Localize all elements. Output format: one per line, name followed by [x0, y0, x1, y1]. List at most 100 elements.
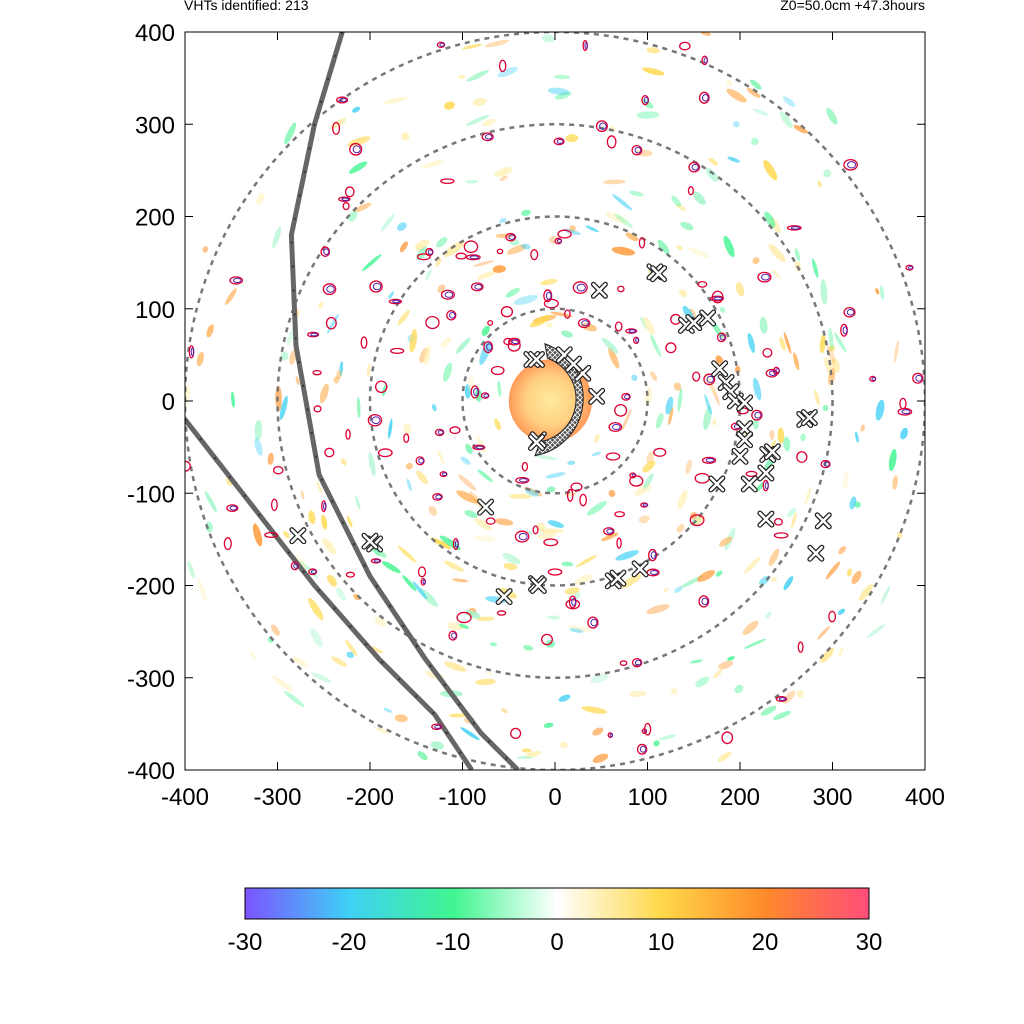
vht-contour: [775, 696, 788, 702]
y-tick-label: 400: [135, 20, 175, 47]
field-blob: [541, 34, 555, 43]
field-blob: [331, 656, 348, 667]
vht-contour: [377, 448, 393, 458]
vht-contour-inner: [323, 248, 330, 255]
vht-contour-inner: [764, 481, 769, 490]
field-blob: [465, 179, 479, 184]
field-blob: [826, 107, 838, 125]
colorbar-tick-labels: -30 -20 -10 0 10 20 30: [228, 929, 883, 956]
field-blob: [437, 450, 445, 465]
vht-contour-inner: [823, 461, 830, 467]
field-blob: [336, 587, 346, 601]
y-tick-label: 300: [135, 112, 175, 139]
vht-marker: [740, 475, 758, 493]
field-blob: [689, 659, 703, 664]
field-blob: [794, 248, 801, 262]
field-blob: [574, 591, 581, 600]
field-blob: [838, 546, 847, 555]
field-blob: [833, 332, 847, 353]
vht-count-label: VHTs identified: 213: [184, 0, 309, 13]
field-blob: [615, 550, 639, 561]
field-blob: [485, 669, 493, 675]
range-ring: [276, 123, 834, 679]
field-blob: [272, 675, 294, 692]
vht-contour-inner: [643, 96, 649, 104]
field-blob: [688, 247, 710, 259]
vht-marker: [800, 409, 818, 427]
field-blob: [800, 433, 806, 442]
field-blob: [676, 524, 685, 533]
vht-marker-fill: [589, 389, 604, 404]
field-blob: [394, 714, 408, 723]
field-blob: [267, 452, 274, 465]
vht-contour: [432, 493, 443, 501]
vht-contour: [338, 196, 351, 202]
field-blob: [635, 149, 653, 157]
vht-marker: [717, 374, 735, 392]
field-blob: [476, 616, 495, 621]
vht-contour-inner: [635, 337, 640, 343]
vht-contour-inner: [624, 394, 630, 400]
field-blob: [521, 243, 531, 250]
vht-contour: [631, 657, 643, 668]
vht-contour-inner: [435, 494, 442, 500]
field-blob: [533, 454, 558, 460]
vht-contour: [638, 237, 646, 249]
field-blob: [374, 617, 387, 627]
vht-contour-inner: [691, 163, 699, 171]
vht-contour: [345, 429, 351, 440]
field-blob: [503, 562, 518, 571]
field-blob: [435, 258, 442, 267]
vht-contour: [532, 525, 539, 535]
field-blob: [759, 575, 770, 586]
vht-contour-inner: [483, 393, 489, 398]
field-blob: [462, 43, 483, 50]
field-blob: [272, 226, 282, 249]
field-blob: [348, 161, 368, 174]
field-blob: [725, 80, 733, 87]
field-blob: [416, 246, 428, 261]
field-blob: [444, 661, 467, 672]
field-blob: [611, 246, 636, 256]
vht-marker-fill: [808, 545, 824, 561]
vht-marker-fill: [700, 310, 715, 326]
field-blob: [547, 87, 570, 95]
field-blob: [826, 345, 836, 364]
vht-contour: [619, 660, 628, 667]
field-blob: [505, 288, 520, 298]
vht-contour: [679, 41, 691, 51]
field-blob: [405, 462, 413, 470]
field-blob: [717, 751, 732, 762]
field-blob: [479, 341, 492, 365]
field-blob: [779, 336, 786, 351]
vht-marker: [609, 569, 627, 587]
vht-contour: [694, 472, 710, 484]
vht-contour: [344, 186, 355, 198]
vht-contour: [360, 336, 368, 349]
field-blob: [703, 405, 712, 431]
vht-contour: [773, 532, 789, 539]
field-blob: [481, 325, 490, 337]
field-blob: [300, 490, 305, 500]
field-blob: [225, 288, 237, 305]
field-blob: [250, 651, 258, 661]
vht-marker-fill: [478, 499, 493, 515]
vht-contour: [415, 456, 425, 466]
storm-tracks: [185, 32, 520, 770]
vht-marker-fill: [737, 432, 752, 447]
field-blob: [837, 608, 846, 615]
vht-marker-fill: [742, 476, 757, 492]
field-blob: [308, 510, 316, 525]
vht-contour: [481, 132, 494, 142]
vht-contour-inner: [518, 478, 528, 483]
vht-marker: [722, 383, 740, 401]
field-blob: [443, 241, 465, 257]
field-blob: [674, 586, 683, 593]
vht-marker: [528, 350, 545, 368]
field-blob: [783, 331, 792, 354]
field-blob: [293, 554, 307, 570]
vht-contour: [498, 59, 507, 73]
field-blob: [796, 690, 805, 698]
field-blob: [851, 570, 862, 585]
field-blob: [734, 684, 744, 694]
